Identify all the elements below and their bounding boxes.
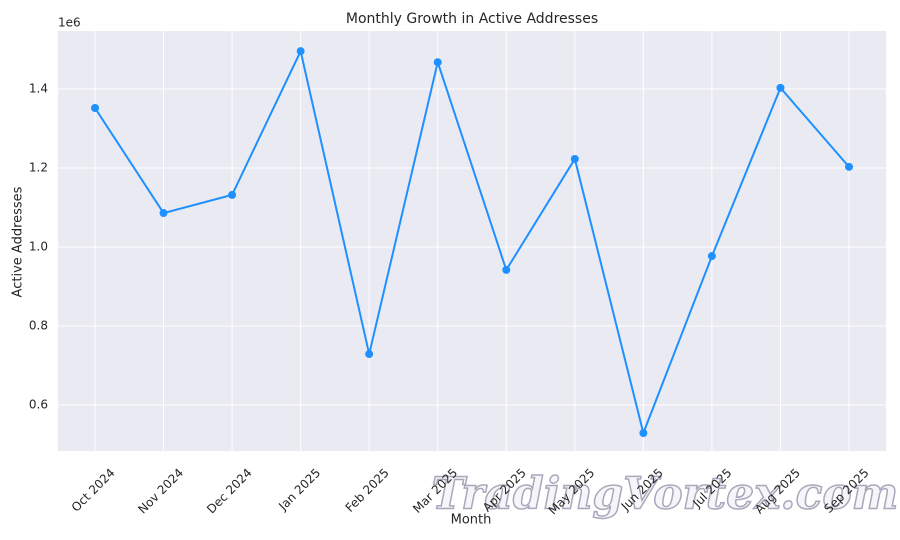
x-axis-label: Month xyxy=(451,513,492,528)
watermark: TradingVortex.com xyxy=(432,469,899,520)
y-offset-label: 1e6 xyxy=(58,16,81,30)
y-tick-label: 0.6 xyxy=(29,397,48,411)
marker xyxy=(502,265,511,274)
marker xyxy=(570,154,579,163)
marker xyxy=(433,58,442,67)
x-tick-label: Jan 2025 xyxy=(275,466,323,514)
marker xyxy=(228,190,237,199)
marker xyxy=(296,47,305,56)
marker xyxy=(707,252,716,261)
x-tick-label: Feb 2025 xyxy=(343,466,392,515)
marker xyxy=(91,104,99,113)
line xyxy=(94,48,850,437)
y-tick-label: 1.4 xyxy=(29,82,48,96)
marker xyxy=(776,83,785,92)
y-tick-label: 1.2 xyxy=(29,161,48,175)
y-axis-label: Active Addresses xyxy=(11,186,26,297)
x-tick-label: Oct 2024 xyxy=(69,466,118,515)
y-tick-label: 0.8 xyxy=(29,319,48,333)
marker xyxy=(159,209,168,218)
y-tick-label: 1.0 xyxy=(29,240,48,254)
plot-area xyxy=(58,31,886,451)
x-tick-label: Dec 2024 xyxy=(204,466,255,517)
x-tick-label: Nov 2024 xyxy=(135,466,186,517)
chart-title: Monthly Growth in Active Addresses xyxy=(346,11,598,27)
marks xyxy=(91,47,853,438)
marker xyxy=(639,429,648,438)
marker xyxy=(845,162,853,171)
marker xyxy=(365,350,374,359)
